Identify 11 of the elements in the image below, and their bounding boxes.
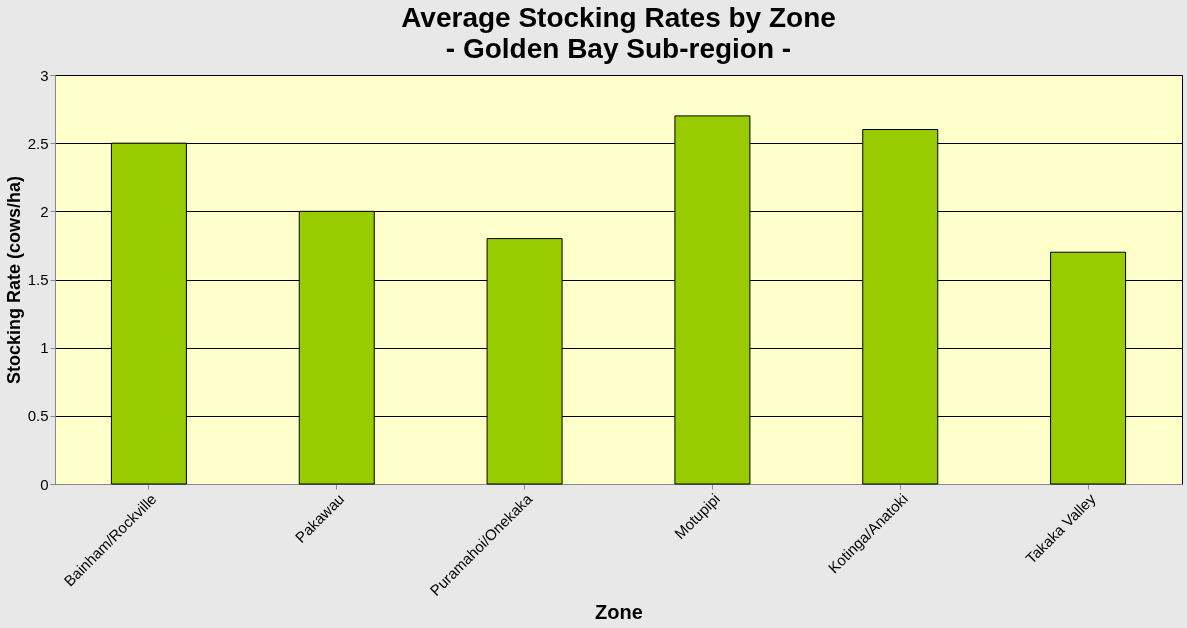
y-tick-label: 0.5 — [27, 407, 49, 425]
y-tick-label: 2.5 — [27, 134, 49, 152]
chart-subtitle: - Golden Bay Sub-region - — [445, 33, 792, 64]
chart-title: Average Stocking Rates by Zone — [401, 2, 836, 33]
y-tick-label: 0 — [40, 475, 49, 493]
y-tick-label: 1 — [40, 339, 49, 357]
y-axis-title: Stocking Rate (cows/ha) — [3, 175, 24, 385]
y-tick-label: 1.5 — [27, 271, 49, 288]
y-tick-label: 3 — [40, 66, 49, 84]
x-axis-title: Zone — [595, 600, 643, 623]
y-tick-label: 2 — [40, 202, 49, 220]
